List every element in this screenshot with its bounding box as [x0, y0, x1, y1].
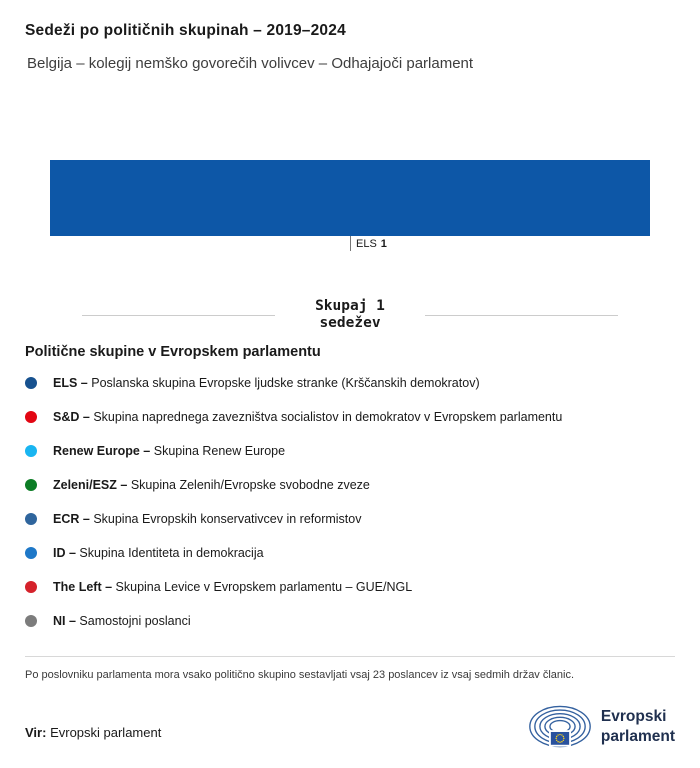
legend-label: S&D – Skupina naprednega zavezništva soc… — [53, 410, 562, 424]
group-desc: Skupina Zelenih/Evropske svobodne zveze — [130, 478, 370, 493]
segment-label-els: ELS 1 — [350, 236, 387, 251]
footnote: Po poslovniku parlamenta mora vsako poli… — [25, 669, 575, 682]
group-abbr: Zeleni/ESZ – — [53, 478, 128, 493]
group-desc: Samostojni poslanci — [79, 614, 191, 629]
total-line2: sedežev — [319, 315, 381, 332]
footer: Vir: Evropski parlament — [25, 703, 675, 750]
ep-logo-line1: Evropski — [600, 708, 667, 726]
group-abbr: The Left – — [53, 580, 113, 595]
group-desc: Skupina Renew Europe — [153, 444, 286, 459]
source-line: Vir: Evropski parlament — [25, 725, 161, 750]
legend-label: NI – Samostojni poslanci — [53, 614, 191, 628]
legend-label: The Left – Skupina Levice v Evropskem pa… — [53, 580, 412, 594]
legend-item-theleft: The Left – Skupina Levice v Evropskem pa… — [25, 570, 675, 604]
legend-item-id: ID – Skupina Identiteta in demokracija — [25, 536, 675, 570]
group-desc: Skupina Identiteta in demokracija — [79, 546, 264, 561]
source-value: Evropski parlament — [50, 725, 162, 741]
legend-label: Renew Europe – Skupina Renew Europe — [53, 444, 285, 458]
total-line1: Skupaj 1 — [315, 298, 385, 314]
legend-item-greens: Zeleni/ESZ – Skupina Zelenih/Evropske sv… — [25, 468, 675, 502]
legend-item-els: ELS – Poslanska skupina Evropske ljudske… — [25, 366, 675, 400]
legend-item-sd: S&D – Skupina naprednega zavezništva soc… — [25, 400, 675, 434]
total-seats-label: Skupaj 1 sedežev — [275, 298, 425, 332]
bar-segment-els — [50, 160, 650, 236]
ecr-color-dot — [25, 513, 37, 526]
id-color-dot — [25, 547, 37, 560]
bar-track — [50, 160, 650, 236]
renew-color-dot — [25, 445, 37, 458]
legend-label: ELS – Poslanska skupina Evropske ljudske… — [53, 376, 480, 390]
segment-group-abbr: ELS — [356, 237, 377, 250]
eu-flag-stars — [555, 734, 565, 744]
group-abbr: Renew Europe – — [53, 444, 151, 459]
divider-rule — [25, 656, 675, 658]
group-abbr: S&D – — [53, 410, 90, 425]
group-desc: Poslanska skupina Evropske ljudske stran… — [91, 376, 480, 391]
page-title: Sedeži po političnih skupinah – 2019–202… — [25, 22, 346, 39]
european-parliament-logo: Evropski parlament — [528, 703, 675, 750]
group-abbr: ECR – — [53, 512, 90, 527]
legend-label: Zeleni/ESZ – Skupina Zelenih/Evropske sv… — [53, 478, 370, 492]
infographic-page: Sedeži po političnih skupinah – 2019–202… — [25, 22, 675, 750]
legend-item-ecr: ECR – Skupina Evropskih konservativcev i… — [25, 502, 675, 536]
total-seats-row: Skupaj 1 sedežev — [82, 298, 618, 332]
legend-label: ID – Skupina Identiteta in demokracija — [53, 546, 264, 560]
theleft-color-dot — [25, 581, 37, 594]
ep-hemicycle-icon — [529, 705, 591, 748]
ep-logo-line2: parlament — [600, 727, 675, 745]
group-desc: Skupina Levice v Evropskem parlamentu – … — [115, 580, 413, 595]
els-color-dot — [25, 377, 37, 390]
legend-item-renew: Renew Europe – Skupina Renew Europe — [25, 434, 675, 468]
segment-seat-count: 1 — [380, 237, 387, 250]
legend-item-ni: NI – Samostojni poslanci — [25, 604, 675, 638]
bar-axis-labels: ELS 1 — [50, 236, 650, 254]
group-desc: Skupina Evropskih konservativcev in refo… — [93, 512, 362, 527]
ni-color-dot — [25, 615, 37, 628]
group-abbr: ID – — [53, 546, 76, 561]
group-abbr: ELS – — [53, 376, 88, 391]
legend-heading: Politične skupine v Evropskem parlamentu — [25, 344, 321, 361]
greens-color-dot — [25, 479, 37, 492]
ep-logo-text: Evropski parlament — [601, 707, 675, 746]
legend: ELS – Poslanska skupina Evropske ljudske… — [25, 366, 675, 638]
seats-bar-chart: ELS 1 — [25, 160, 675, 254]
group-desc: Skupina naprednega zavezništva socialist… — [93, 410, 563, 425]
source-label: Vir: — [25, 725, 47, 741]
sd-color-dot — [25, 411, 37, 424]
left-rule — [82, 314, 276, 316]
legend-label: ECR – Skupina Evropskih konservativcev i… — [53, 512, 361, 526]
right-rule — [424, 314, 618, 316]
page-subtitle: Belgija – kolegij nemško govorečih voliv… — [27, 55, 474, 72]
group-abbr: NI – — [53, 614, 76, 629]
